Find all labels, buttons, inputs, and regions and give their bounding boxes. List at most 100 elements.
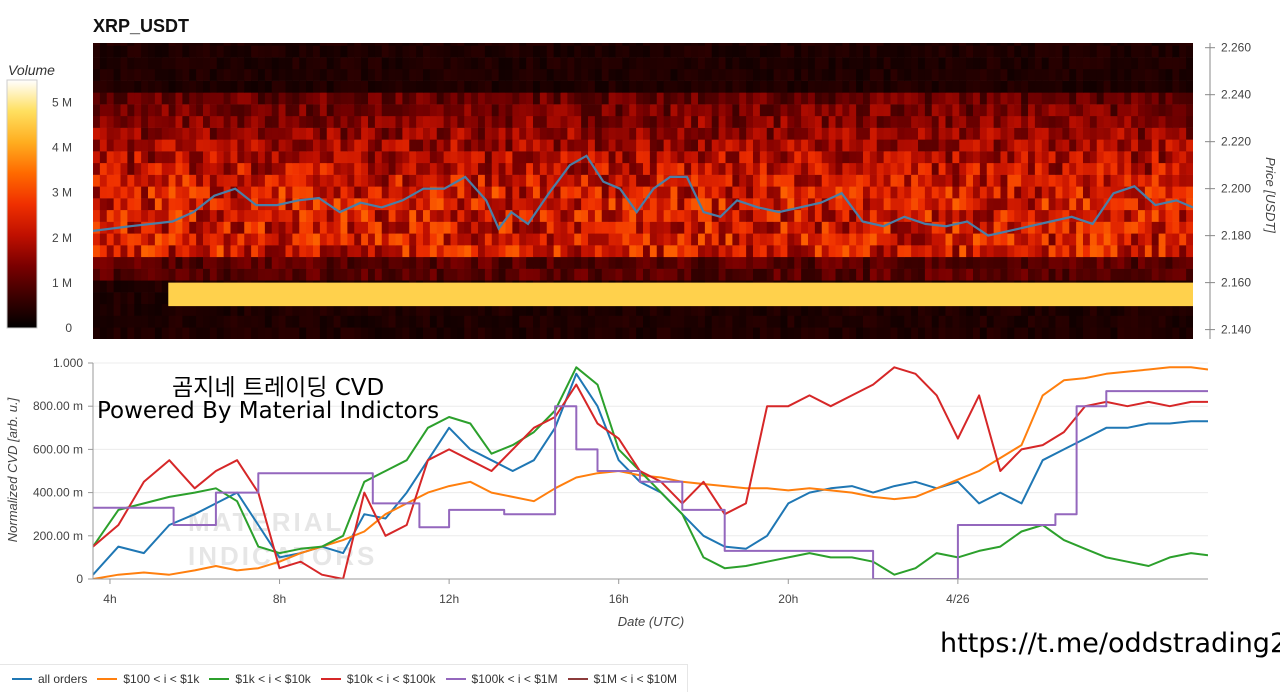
heatmap-cell [388,115,397,128]
heatmap-cell [436,186,445,199]
heatmap-cell [656,151,665,164]
heatmap-cell [1110,209,1118,222]
heatmap-cell [553,233,562,246]
heatmap-cell [876,162,885,175]
heatmap-cell [416,115,424,128]
legend-item[interactable]: all orders [12,672,87,686]
heatmap-cell [209,68,218,81]
heatmap-cell [326,174,335,187]
legend-item[interactable]: $100 < i < $1k [97,672,199,686]
heatmap-cell [1124,45,1132,58]
heatmap-cell [808,104,816,117]
heatmap-cell [464,221,472,234]
heatmap-cell [1117,327,1125,339]
heatmap-cell [1089,139,1098,152]
heatmap-cell [684,233,692,246]
heatmap-cell [127,327,135,339]
heatmap-cell [271,127,280,140]
heatmap-cell [931,174,940,187]
heatmap-cell [924,256,933,269]
heatmap-cell [904,57,912,70]
heatmap-cell [1055,198,1063,211]
heatmap-cell [134,45,142,58]
heatmap-cell [904,127,912,140]
heatmap-cell [93,268,101,281]
heatmap-cell [993,315,1002,328]
heatmap-cell [512,57,520,70]
heatmap-cell [732,43,740,46]
heatmap-cell [1069,268,1077,281]
heatmap-cell [869,151,878,164]
legend-item[interactable]: $1k < i < $10k [209,672,311,686]
heatmap-cell [1089,209,1098,222]
heatmap-cell [409,151,417,164]
heatmap-cell [560,186,568,199]
heatmap-cell [966,104,974,117]
heatmap-cell [952,162,960,175]
heatmap-cell [148,139,156,152]
heatmap-cell [450,45,458,58]
heatmap-cell [533,57,541,70]
heatmap-cell [718,127,727,140]
heatmap-cell [326,268,335,281]
heatmap-cell [1179,127,1187,140]
heatmap-cell [402,80,410,93]
heatmap-cell [409,256,417,269]
heatmap-cell [574,92,582,105]
heatmap-cell [911,45,919,58]
heatmap-cell [1000,127,1008,140]
heatmap-cell [285,162,293,175]
heatmap-cell [959,209,967,222]
heatmap-cell [395,45,403,58]
heatmap-cell [526,327,534,339]
heatmap-cell [890,127,898,140]
heatmap-cell [271,57,280,70]
heatmap-cell [264,245,273,258]
heatmap-cell [931,315,940,328]
heatmap-cell [368,268,376,281]
heatmap-cell [347,327,355,339]
heatmap-cell [863,209,871,222]
heatmap-cell [959,198,967,211]
heatmap-cell [381,92,390,105]
heatmap-cell [278,104,287,117]
legend-item[interactable]: $100k < i < $1M [445,672,558,686]
heatmap-cell [526,139,534,152]
heatmap-cell [457,115,465,128]
heatmap-cell [842,268,850,281]
heatmap-cell [567,139,575,152]
heatmap-cell [313,221,321,234]
heatmap-cell [237,174,245,187]
heatmap-cell [780,45,788,58]
heatmap-cell [168,327,177,339]
legend-item[interactable]: $10k < i < $100k [320,672,436,686]
heatmap-cell [725,104,733,117]
legend-item[interactable]: $1M < i < $10M [567,672,677,686]
heatmap-cell [1069,45,1077,58]
heatmap-cell [519,115,527,128]
heatmap-cell [622,209,630,222]
heatmap-cell [313,92,321,105]
heatmap-cell [711,151,720,164]
heatmap-cell [203,57,211,70]
heatmap-cell [931,221,940,234]
heatmap-cell [691,327,699,339]
heatmap-cell [99,151,108,164]
heatmap-cell [347,186,355,199]
heatmap-cell [959,92,967,105]
heatmap-cell [966,221,974,234]
heatmap-cell [436,303,445,316]
heatmap-cell [869,92,878,105]
heatmap-cell [553,115,562,128]
heatmap-cell [361,139,369,152]
heatmap-cell [1144,68,1153,81]
heatmap-cell [278,80,287,93]
heatmap-cell [739,43,747,46]
heatmap-cell [1151,327,1160,339]
heatmap-cell [938,327,947,339]
heatmap-cell [1179,233,1187,246]
heatmap-cell [209,186,218,199]
heatmap-cell [643,174,651,187]
heatmap-cell [897,303,905,316]
heatmap-cell [429,198,438,211]
